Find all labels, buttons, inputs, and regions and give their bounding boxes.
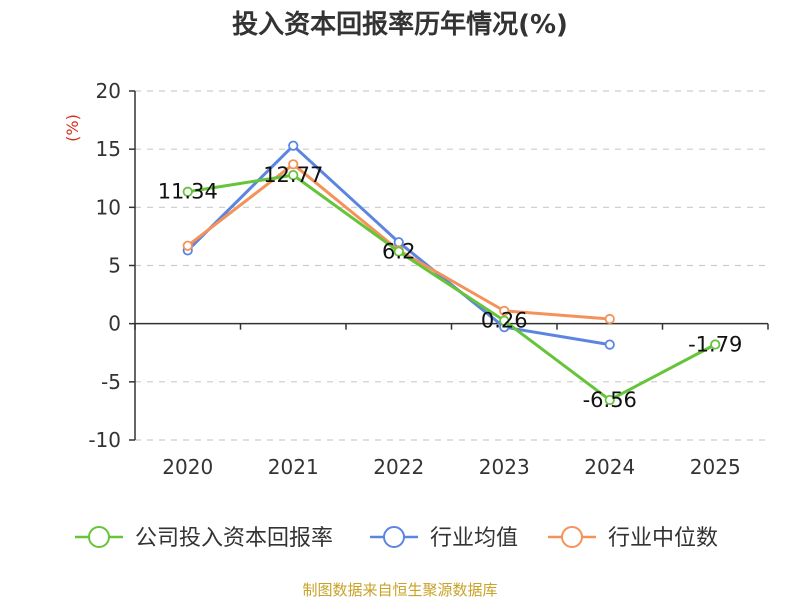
y-tick-label: -10 xyxy=(88,428,121,452)
source-note: 制图数据来自恒生聚源数据库 xyxy=(302,581,497,599)
y-axis-unit: (%) xyxy=(63,114,82,142)
data-label: 6.2 xyxy=(382,240,415,264)
data-point xyxy=(182,240,193,251)
x-tick-label: 2021 xyxy=(268,455,319,479)
legend-item-industry_median[interactable]: 行业中位数 xyxy=(548,526,718,551)
data-point xyxy=(604,313,615,325)
y-tick-label: -5 xyxy=(101,370,121,394)
legend-marker-icon xyxy=(561,526,583,548)
x-tick-label: 2024 xyxy=(584,455,635,479)
data-point xyxy=(288,170,299,181)
data-point xyxy=(604,394,615,406)
x-tick-label: 2020 xyxy=(162,455,213,479)
legend-label: 行业均值 xyxy=(430,526,518,551)
legend-marker-icon xyxy=(88,526,110,548)
data-labels: 11.34 12.77 6.2 0.26 -6.56 -1.79 xyxy=(158,163,743,412)
legend-item-company[interactable]: 公司投入资本回报率 xyxy=(75,526,333,551)
data-label: -1.79 xyxy=(688,332,742,356)
y-tick-label: 20 xyxy=(96,79,121,103)
legend: 公司投入资本回报率 行业均值 行业中位数 xyxy=(75,526,718,551)
grid xyxy=(135,90,768,441)
legend-label: 行业中位数 xyxy=(608,526,718,551)
data-point xyxy=(288,140,299,151)
chart-title: 投入资本回报率历年情况(%) xyxy=(232,9,568,40)
data-point xyxy=(499,315,510,326)
series-line xyxy=(187,173,716,402)
data-point xyxy=(499,305,510,316)
y-tick-label: 10 xyxy=(96,195,121,219)
y-tick-label: 15 xyxy=(96,137,121,161)
series xyxy=(182,140,721,406)
y-tick-label: 5 xyxy=(108,254,121,278)
data-point xyxy=(393,246,404,257)
data-point xyxy=(182,186,193,197)
data-point xyxy=(604,339,615,350)
series-company xyxy=(182,170,721,406)
data-point xyxy=(288,159,299,170)
legend-marker-icon xyxy=(383,526,405,548)
axes: 20 15 10 5 0 -5 -10 2020 2021 2022 2023 2024 2025 xyxy=(88,79,769,479)
data-label: 12.77 xyxy=(263,163,323,187)
data-point xyxy=(710,339,721,350)
data-label: -6.56 xyxy=(583,388,637,412)
data-label: 0.26 xyxy=(481,309,528,333)
y-tick-label: 0 xyxy=(108,312,121,336)
x-tick-label: 2023 xyxy=(479,455,530,479)
x-tick-label: 2025 xyxy=(690,455,741,479)
legend-label: 公司投入资本回报率 xyxy=(135,526,333,551)
legend-item-industry_avg[interactable]: 行业均值 xyxy=(370,526,518,551)
x-tick-label: 2022 xyxy=(373,455,424,479)
data-label: 11.34 xyxy=(158,180,218,204)
